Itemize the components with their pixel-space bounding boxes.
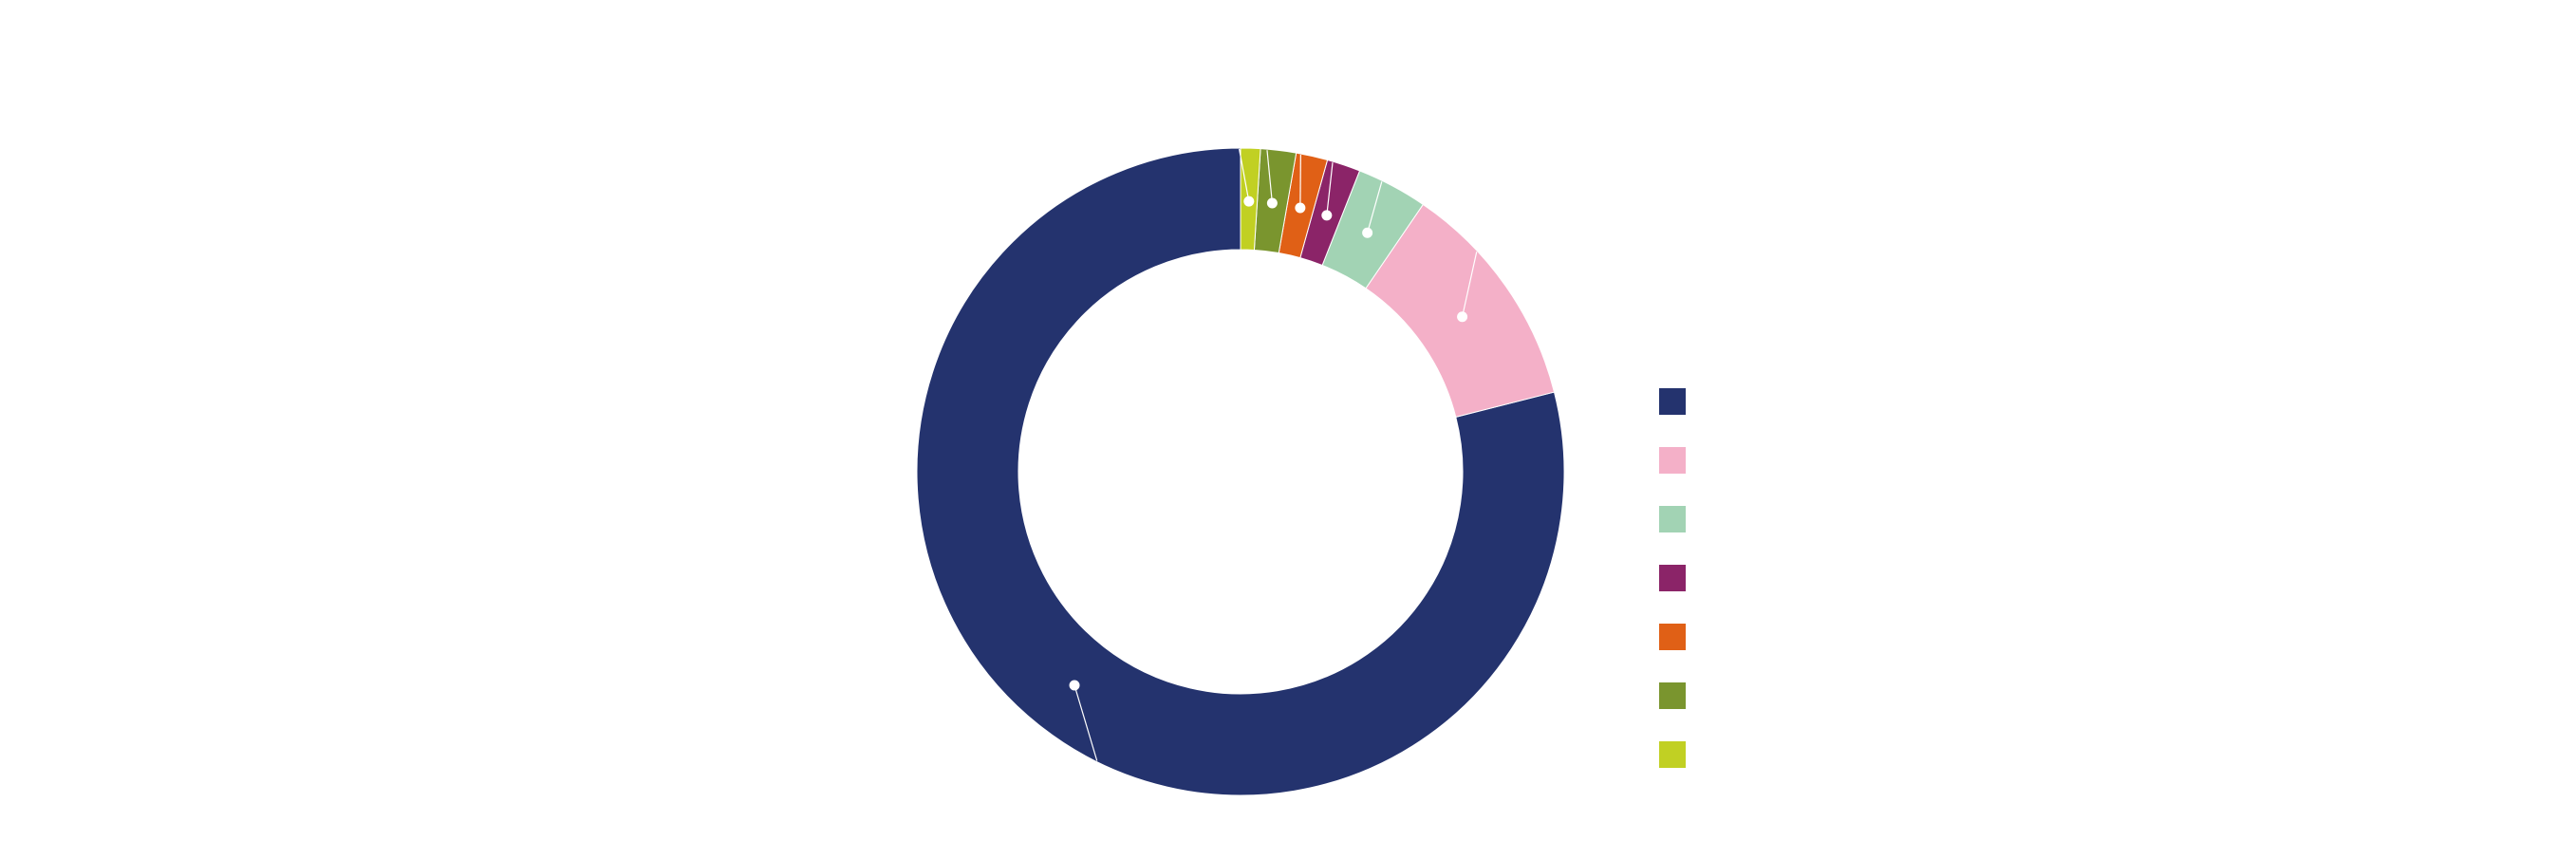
leader-line-7 xyxy=(1239,148,1250,202)
legend-item-1[interactable] xyxy=(1659,388,1686,415)
leader-dot-1 xyxy=(1069,680,1080,691)
legend-swatch-6 xyxy=(1659,682,1686,709)
leader-lines xyxy=(1069,148,1478,761)
legend-item-5[interactable] xyxy=(1659,624,1686,650)
legend-item-2[interactable] xyxy=(1659,447,1686,474)
donut-slice-1[interactable] xyxy=(916,147,1565,796)
leader-line-1 xyxy=(1073,684,1098,761)
donut-slices xyxy=(916,147,1565,796)
legend-swatch-3 xyxy=(1659,506,1686,532)
leader-dot-4 xyxy=(1321,210,1333,221)
legend-swatch-7 xyxy=(1659,741,1686,768)
leader-dot-3 xyxy=(1362,227,1373,238)
legend-swatch-2 xyxy=(1659,447,1686,474)
leader-line-4 xyxy=(1326,162,1334,215)
leader-line-2 xyxy=(1461,252,1478,317)
legend-item-3[interactable] xyxy=(1659,506,1686,532)
leader-dot-5 xyxy=(1295,202,1306,214)
leader-dot-6 xyxy=(1266,197,1278,209)
legend-item-4[interactable] xyxy=(1659,565,1686,591)
legend xyxy=(1659,388,1686,768)
legend-item-6[interactable] xyxy=(1659,682,1686,709)
leader-dot-2 xyxy=(1457,311,1468,323)
donut-slice-2[interactable] xyxy=(1365,203,1556,419)
donut-slice-3[interactable] xyxy=(1321,170,1425,289)
legend-item-7[interactable] xyxy=(1659,741,1686,768)
leader-line-3 xyxy=(1367,181,1383,233)
legend-swatch-5 xyxy=(1659,624,1686,650)
legend-swatch-1 xyxy=(1659,388,1686,415)
leader-line-6 xyxy=(1266,150,1273,204)
leader-dot-7 xyxy=(1243,196,1255,207)
legend-swatch-4 xyxy=(1659,565,1686,591)
